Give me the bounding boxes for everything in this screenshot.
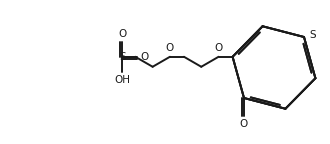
Text: O: O	[214, 43, 223, 53]
Text: O: O	[140, 52, 148, 62]
Text: O: O	[166, 43, 174, 53]
Text: S: S	[119, 52, 126, 62]
Text: O: O	[118, 29, 126, 39]
Text: S: S	[309, 30, 315, 40]
Text: OH: OH	[114, 75, 130, 85]
Text: O: O	[240, 119, 248, 129]
